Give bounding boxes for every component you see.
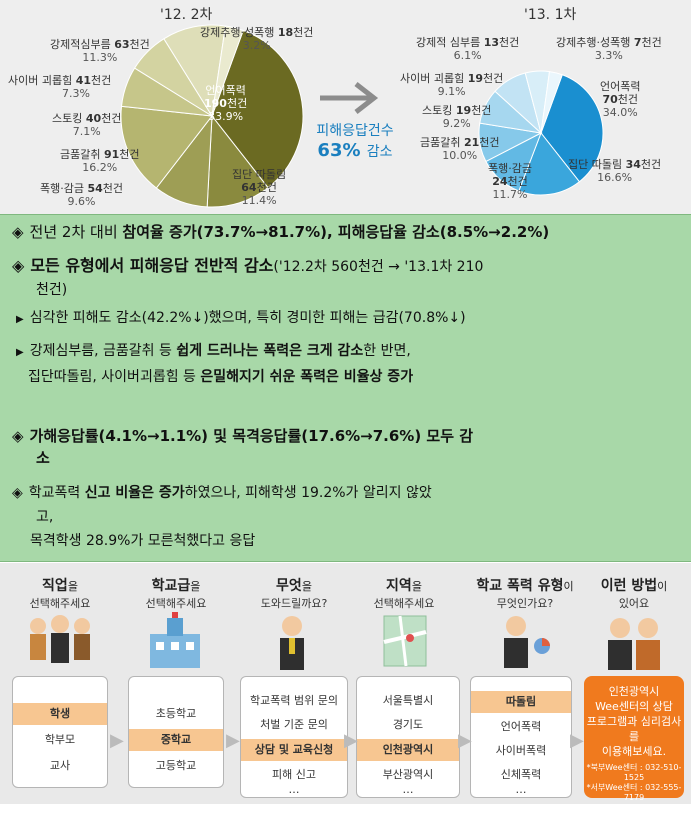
option-high-school[interactable]: 고등학교 xyxy=(155,759,197,772)
pie0-label-assault: 폭행·감금 54천건 9.6% xyxy=(40,182,124,208)
option-physical[interactable]: 신체폭력 xyxy=(500,768,542,781)
option-incheon[interactable]: 인천광역시 xyxy=(357,739,459,761)
bullet-overall-decrease: ◈ 모든 유형에서 피해응답 전반적 감소('12.2차 560천건 → '13.… xyxy=(12,256,484,298)
options-box-what: 학교폭력 범위 문의 처벌 기준 문의 상담 및 교육신청 피해 신고 … xyxy=(240,676,348,798)
presenter-icon xyxy=(504,616,550,668)
options-box-violence-type: 따돌림 언어폭력 사이버폭력 신체폭력 … xyxy=(470,676,572,798)
step-title-school-level: 학교급을 선택해주세요 xyxy=(145,578,207,610)
option-punishment-inquiry[interactable]: 처벌 기준 문의 xyxy=(260,718,328,731)
recommendation-box[interactable]: 인천광역시 Wee센터의 상담 프로그램과 심리검사를 이용해보세요. *북부W… xyxy=(584,676,684,812)
option-ostracism[interactable]: 따돌림 xyxy=(471,691,571,713)
pie1-label-stalking: 스토킹 19천건 9.2% xyxy=(422,104,492,130)
step-title-what: 무엇을 도와드릴까요? xyxy=(260,578,328,610)
pie-chart-2013 xyxy=(478,70,604,196)
step-arrow-icon: ▶ xyxy=(570,730,584,751)
pie0-label-ostracism: 집단 따돌림 64천건 11.4% xyxy=(232,168,287,207)
options-box-job: 학생 학부모 교사 xyxy=(12,676,108,788)
triangle-bullet-icon: ▶ xyxy=(16,347,24,358)
diamond-bullet-icon: ◈ xyxy=(12,256,25,275)
step-arrow-icon: ▶ xyxy=(110,730,124,751)
decrease-summary: 피해응답건수 63% 감소 xyxy=(316,123,394,161)
options-box-region: 서울특별시 경기도 인천광역시 부산광역시 … xyxy=(356,676,460,798)
pie1-label-sexual-assault: 강제추행·성폭행 7천건 3.3% xyxy=(556,36,662,62)
bullet-severity: ▶ 심각한 피해도 감소(42.2%↓)했으며, 특히 경미한 피해는 급감(70… xyxy=(16,310,466,326)
option-verbal[interactable]: 언어폭력 xyxy=(500,720,542,733)
option-scope-inquiry[interactable]: 학교폭력 범위 문의 xyxy=(250,694,338,707)
pie1-label-assault: 폭행·감금 24천건 11.7% xyxy=(488,162,532,201)
option-teacher[interactable]: 교사 xyxy=(49,759,71,772)
step-arrow-icon: ▶ xyxy=(344,730,358,751)
diamond-bullet-icon: ◈ xyxy=(12,223,24,241)
summary-panel: ◈ 전년 2차 대비 참여율 증가(73.7%→81.7%), 피해응답율 감소(… xyxy=(0,214,691,562)
options-box-school-level: 초등학교 중학교 고등학교 xyxy=(128,676,224,788)
bullet-type-shift: ▶ 강제심부름, 금품갈취 등 쉽게 드러나는 폭력은 크게 감소한 반면, 집단… xyxy=(16,343,414,385)
pie1-label-ostracism: 집단 따돌림 34천건 16.6% xyxy=(568,158,662,184)
step-title-job: 직업을 선택해주세요 xyxy=(29,578,91,610)
option-middle-school[interactable]: 중학교 xyxy=(129,729,223,751)
step-arrow-icon: ▶ xyxy=(458,730,472,751)
triangle-bullet-icon: ▶ xyxy=(16,314,24,325)
pie-slice-6 xyxy=(163,24,227,118)
step-title-region: 지역을 선택해주세요 xyxy=(373,578,435,610)
helper-person-icon xyxy=(280,616,304,670)
chart-title-2013: '13. 1차 xyxy=(524,7,577,23)
pie0-label-verbal: 언어폭력 190천건 33.9% xyxy=(204,84,248,123)
pie-slice-0 xyxy=(540,74,604,183)
pie-slice-0 xyxy=(211,29,304,189)
pie1-label-extortion: 금품갈취 21천건 10.0% xyxy=(420,136,500,162)
pie0-label-cyber: 사이버 괴롭힘 41천건 7.3% xyxy=(8,74,112,100)
step-arrow-icon: ▶ xyxy=(226,730,240,751)
option-counseling-request[interactable]: 상담 및 교육신청 xyxy=(241,739,347,761)
step-title-violence-type: 학교 폭력 유형이 무엇인가요? xyxy=(476,578,574,610)
pie-slice-1 xyxy=(518,131,581,196)
option-elementary[interactable]: 초등학교 xyxy=(155,707,197,720)
pie1-label-coercive-errand: 강제적 심부름 13천건 6.1% xyxy=(416,36,520,62)
pie-slice-7 xyxy=(540,71,563,134)
school-building-icon xyxy=(150,612,200,668)
diamond-bullet-icon: ◈ xyxy=(12,485,23,501)
option-parent[interactable]: 학부모 xyxy=(44,733,76,746)
option-more: … xyxy=(515,783,527,796)
people-illustration xyxy=(30,615,90,663)
pie-slice-3 xyxy=(120,105,213,189)
pie1-label-verbal: 언어폭력 70천건 34.0% xyxy=(600,80,641,119)
pie-chart-2012 xyxy=(120,24,304,208)
option-seoul[interactable]: 서울특별시 xyxy=(382,694,434,707)
counselors-illustration xyxy=(608,618,660,670)
diamond-bullet-icon: ◈ xyxy=(12,427,24,445)
right-arrow-icon xyxy=(320,82,379,114)
pie0-label-coercive-errand: 강제적심부름 63천건 11.3% xyxy=(50,38,150,64)
option-busan[interactable]: 부산광역시 xyxy=(382,768,434,781)
pie-slice-7 xyxy=(211,25,244,117)
option-more: … xyxy=(402,783,414,796)
option-gyeonggi[interactable]: 경기도 xyxy=(392,718,424,731)
bullet-reporting: ◈ 학교폭력 신고 비율은 증가하였으나, 피해학생 19.2%가 알리지 않았 … xyxy=(12,485,432,549)
pie0-label-stalking: 스토킹 40천건 7.1% xyxy=(52,112,122,138)
pie0-label-sexual-assault: 강제추행·성폭행 18천건 3.2% xyxy=(200,26,314,52)
pie0-label-extortion: 금품갈취 91천건 16.2% xyxy=(60,148,140,174)
chart-panel: '12. 2차 '13. 1차 강제적심부름 63천건 11.3% 사이버 괴롭… xyxy=(0,0,691,214)
bullet-perpetrator-witness: ◈ 가해응답률(4.1%→1.1%) 및 목격응답률(17.6%→7.6%) 모두… xyxy=(12,427,474,467)
option-damage-report[interactable]: 피해 신고 xyxy=(272,768,316,781)
pie1-label-cyber: 사이버 괴롭힘 19천건 9.1% xyxy=(400,72,504,98)
option-cyber[interactable]: 사이버폭력 xyxy=(495,744,547,757)
option-student[interactable]: 학생 xyxy=(13,703,107,725)
bullet-participation: ◈ 전년 2차 대비 참여율 증가(73.7%→81.7%), 피해응답율 감소(… xyxy=(12,223,550,241)
pie-slice-1 xyxy=(206,114,269,208)
map-icon xyxy=(383,615,427,667)
option-more: … xyxy=(288,783,300,796)
chart-title-2012: '12. 2차 xyxy=(160,7,213,23)
step-title-methods: 이런 방법이 있어요 xyxy=(600,578,668,610)
